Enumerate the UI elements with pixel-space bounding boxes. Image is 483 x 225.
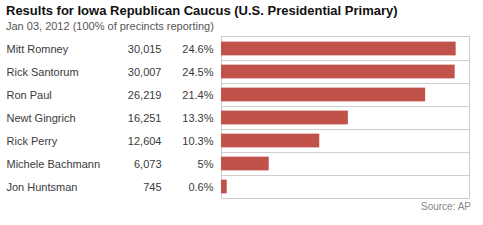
svg-text:Newt Gingrich: Newt Gingrich (7, 112, 76, 124)
svg-text:21.4%: 21.4% (182, 89, 213, 101)
svg-text:12,604: 12,604 (128, 135, 162, 147)
html-text:Jan 03, 2012 (100% of precinct: Jan 03, 2012 (100% of precincts reportin… (6, 20, 214, 32)
svg-text:10.3%: 10.3% (182, 135, 213, 147)
svg-text:Rick Perry: Rick Perry (7, 135, 58, 147)
svg-text:Ron Paul: Ron Paul (7, 89, 52, 101)
svg-text:0.6%: 0.6% (188, 181, 213, 193)
svg-text:26,219: 26,219 (128, 89, 162, 101)
svg-text:6,073: 6,073 (134, 158, 162, 170)
svg-text:30,015: 30,015 (128, 43, 162, 55)
svg-text:30,007: 30,007 (128, 66, 162, 78)
svg-text:13.3%: 13.3% (182, 112, 213, 124)
svg-text:5%: 5% (198, 158, 214, 170)
svg-text:24.6%: 24.6% (182, 43, 213, 55)
svg-text:Jon Huntsman: Jon Huntsman (7, 181, 78, 193)
svg-text:745: 745 (143, 181, 161, 193)
svg-text:Michele Bachmann: Michele Bachmann (7, 158, 101, 170)
svg-text:Mitt Romney: Mitt Romney (7, 43, 69, 55)
html-text:Source: AP: Source: AP (421, 201, 471, 212)
svg-text:16,251: 16,251 (128, 112, 162, 124)
svg-text:24.5%: 24.5% (182, 66, 213, 78)
svg-text:Rick Santorum: Rick Santorum (7, 66, 79, 78)
html-text:Results for Iowa Republican Ca: Results for Iowa Republican Caucus (U.S.… (6, 3, 398, 18)
